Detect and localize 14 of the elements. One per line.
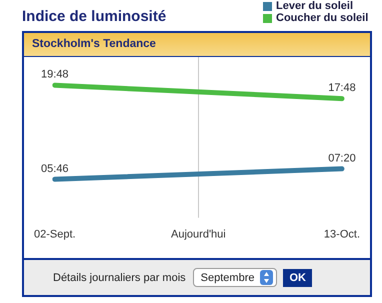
text: Détails journaliers par mois bbox=[53, 272, 186, 284]
data-label: 05:46 bbox=[41, 162, 69, 175]
legend-label: Lever du soleil bbox=[276, 0, 354, 12]
x-tick-label: Aujourd'hui bbox=[171, 228, 226, 240]
chart-subtitle: Stockholm's Tendance bbox=[24, 33, 370, 57]
data-label: 17:48 bbox=[328, 82, 356, 94]
data-label: 07:20 bbox=[328, 152, 356, 164]
x-tick-label: 02-Sept. bbox=[34, 228, 76, 240]
x-tick-label: 13-Oct. bbox=[324, 228, 360, 240]
text: Septembre bbox=[200, 272, 254, 284]
chart-title: Indice de luminosité bbox=[22, 8, 166, 25]
text: OK bbox=[283, 268, 312, 286]
legend-label: Coucher du soleil bbox=[276, 12, 368, 24]
data-label: 19:48 bbox=[41, 68, 69, 81]
